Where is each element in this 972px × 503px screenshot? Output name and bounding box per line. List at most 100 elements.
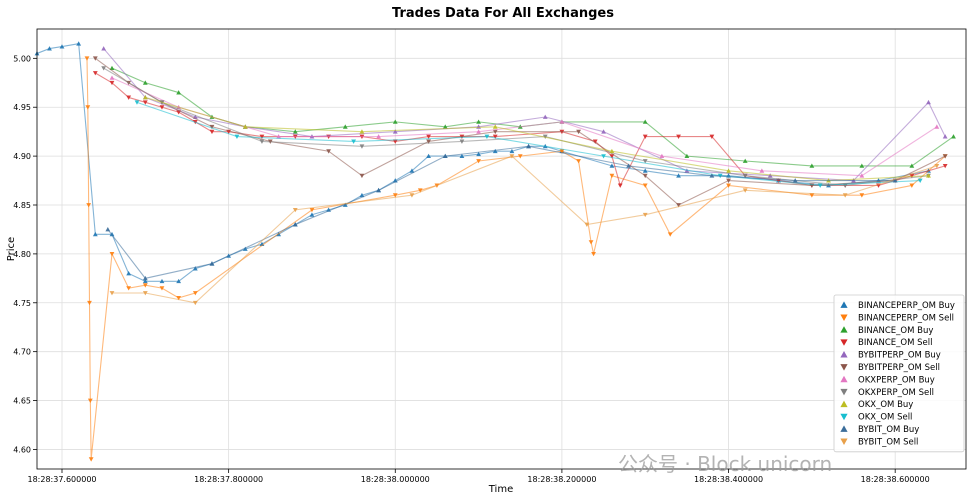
legend-box: [833, 294, 965, 453]
data-point: [588, 240, 594, 245]
data-point: [917, 178, 923, 183]
data-point: [86, 203, 92, 208]
data-point: [276, 134, 282, 139]
data-point: [859, 173, 865, 178]
data-point: [942, 163, 948, 169]
data-point: [109, 75, 115, 80]
data-point: [642, 212, 648, 218]
data-point: [517, 154, 523, 159]
data-point: [101, 66, 107, 71]
data-point: [609, 163, 615, 168]
data-point: [642, 134, 648, 139]
data-point: [576, 129, 581, 135]
data-point: [234, 134, 240, 139]
legend-marker: [840, 351, 848, 358]
legend-marker: [840, 388, 848, 396]
data-point: [392, 129, 398, 134]
data-point: [792, 178, 798, 183]
legend-label: BYBIT_OM Sell: [858, 437, 918, 447]
data-point: [88, 457, 94, 462]
data-point: [342, 124, 348, 129]
data-point: [601, 129, 606, 134]
data-point: [376, 134, 382, 139]
series-trace: [94, 57, 946, 206]
data-point: [459, 153, 465, 159]
data-point: [609, 148, 615, 154]
data-point: [209, 261, 215, 266]
y-tick-label: 5.00: [13, 54, 31, 63]
grid-lines: [37, 29, 966, 469]
data-point: [142, 80, 148, 85]
data-point: [601, 154, 606, 159]
data-point: [576, 159, 581, 164]
y-tick-label: 4.95: [13, 103, 31, 112]
plot-frame: [36, 28, 967, 470]
data-point: [642, 183, 648, 188]
y-tick-label: 4.70: [13, 348, 31, 357]
data-point: [417, 188, 423, 193]
data-point: [492, 148, 498, 154]
data-point: [142, 278, 148, 284]
data-point: [142, 100, 148, 105]
data-point: [934, 163, 940, 169]
data-point: [359, 173, 365, 179]
data-point: [359, 144, 365, 149]
data-point: [817, 183, 823, 188]
data-point: [392, 119, 398, 124]
series-okx-om-buy: [142, 95, 931, 183]
y-axis-label: Price: [6, 237, 17, 261]
data-point: [142, 95, 148, 100]
data-point: [159, 105, 165, 110]
data-point: [92, 71, 98, 76]
data-point: [859, 163, 865, 168]
data-point: [192, 291, 198, 296]
data-point: [934, 124, 940, 129]
data-point: [709, 134, 715, 139]
series-trace: [86, 58, 946, 460]
legend-marker: [840, 314, 848, 321]
data-point: [759, 168, 765, 173]
legend-marker: [840, 438, 848, 445]
data-point: [642, 168, 648, 173]
legend-marker: [840, 301, 848, 308]
data-point: [342, 202, 348, 207]
series-okx-om-sell: [134, 100, 923, 188]
data-point: [309, 212, 315, 217]
data-point: [559, 149, 565, 154]
data-point: [85, 105, 91, 110]
data-points: [34, 41, 956, 462]
data-point: [942, 154, 948, 159]
data-point: [442, 153, 448, 159]
data-point: [159, 286, 165, 291]
data-point: [409, 193, 415, 198]
data-point: [87, 398, 93, 403]
data-point: [767, 173, 773, 178]
data-point: [47, 46, 52, 51]
data-point: [476, 129, 481, 134]
data-point: [242, 124, 248, 129]
data-point: [92, 56, 98, 61]
data-point: [242, 246, 248, 251]
legend-label: OKX_OM Sell: [858, 413, 912, 423]
data-point: [642, 119, 648, 124]
data-point: [492, 134, 498, 139]
series-bybit-om-sell: [109, 154, 940, 306]
data-point: [176, 295, 182, 301]
data-point: [642, 159, 648, 164]
legend-label: BYBITPERP_OM Sell: [858, 363, 940, 373]
watermark-text: 公众号 · Block unicorn: [618, 452, 832, 476]
series-trace: [145, 96, 929, 182]
x-tick-label: 18:28:38.400000: [694, 475, 763, 484]
data-point: [509, 148, 515, 154]
data-point: [59, 44, 65, 49]
y-tick-label: 4.65: [13, 397, 31, 406]
series-bybit-om-buy: [105, 143, 898, 281]
data-point: [351, 139, 357, 144]
legend-marker: [840, 326, 848, 333]
data-point: [409, 168, 415, 173]
data-point: [142, 275, 148, 281]
data-point: [617, 183, 623, 188]
data-point: [359, 192, 365, 198]
legend-marker: [840, 364, 848, 371]
x-tick-label: 18:28:38.000000: [361, 475, 430, 484]
